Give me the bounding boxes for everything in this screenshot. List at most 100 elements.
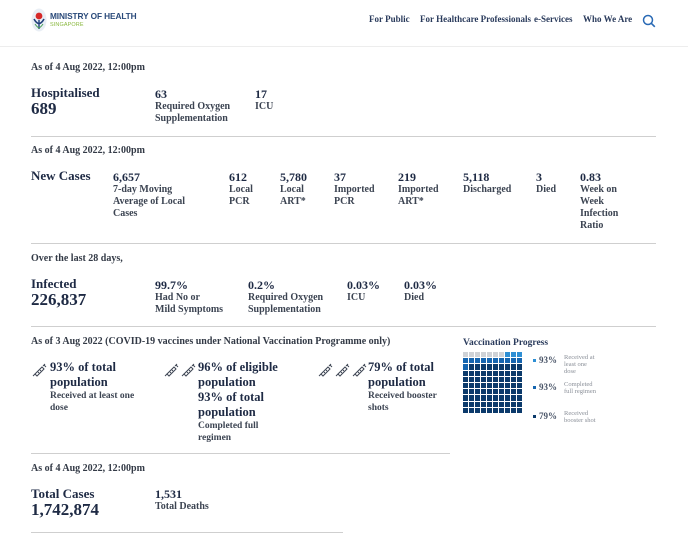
divider [31,243,656,244]
waffle-cell-dark [493,407,498,413]
syringe-icon [351,362,367,383]
stat-item: 219 Imported ART* [398,170,439,208]
stat-desc: 7-day Moving [113,184,173,195]
waffle-cell-dark [499,407,504,413]
waffle-cell-dark [481,395,486,401]
waffle-cell-dark [487,407,492,413]
vaccination-desc: shots [368,403,389,413]
stat-desc: Imported [398,184,439,195]
waffle-cell-dark [511,382,516,389]
stat-value: 0.03% [347,278,380,292]
waffle-cell-dark [505,407,510,413]
stat-desc: Local [229,184,253,195]
waffle-cell-dark [487,370,492,376]
vaccination-progress-title: Vaccination Progress [463,338,549,348]
stat-total-deaths: 1,531 Total Deaths [155,487,209,513]
logo-subtitle: SINGAPORE [50,22,84,28]
vaccination-desc: Received at least one [50,391,135,401]
infected-label: Infected [31,276,77,291]
waffle-cell-dark [469,376,474,382]
stat-value: 5,118 [463,170,490,184]
waffle-cell-mid [505,358,510,364]
waffle-cell-dark [469,364,474,370]
stat-item: 6,657 7-day Moving Average of Local Cases [113,170,185,220]
stat-desc: ART* [280,196,306,207]
vaccination-headline: population [198,375,256,389]
waffle-cell-light [517,352,522,358]
waffle-cell-dark [469,389,474,395]
stat-value: 0.83 [580,170,601,184]
stat-value: 99.7% [155,278,188,292]
divider [31,532,343,533]
waffle-cell-dark [469,407,474,413]
nav-e-services[interactable]: e-Services [534,14,573,24]
stat-value: 0.2% [248,278,275,292]
waffle-cell-dark [481,376,486,382]
waffle-cell-dark [511,389,516,395]
vaccination-headline: population [198,405,256,419]
waffle-cell-dark [493,395,498,401]
syringe-icon [163,362,179,383]
waffle-cell-grey [481,352,486,358]
infected-value: 226,837 [31,290,87,309]
stat-desc: ART* [398,196,424,207]
search-icon[interactable] [642,14,656,28]
waffle-cell-dark [499,364,504,370]
waffle-cell-dark [505,389,510,395]
logo-title: MINISTRY OF HEALTH [50,11,137,21]
waffle-cell-dark [463,376,468,382]
waffle-cell-dark [517,376,522,382]
waffle-cell-dark [481,364,486,370]
waffle-cell-dark [469,395,474,401]
waffle-cell-grey [493,352,498,358]
waffle-cell-mid [475,358,480,364]
waffle-cell-mid [517,358,522,364]
waffle-cell-dark [505,382,510,389]
nav-for-public[interactable]: For Public [369,14,410,24]
nav-for-healthcare-professionals[interactable]: For Healthcare Professionals [420,14,531,24]
legend-pct: 79% [539,411,557,421]
waffle-cell-dark [463,389,468,395]
waffle-cell-light [505,352,510,358]
stat-item: 0.03% ICU [347,278,380,304]
syringe-icons [31,362,47,383]
stat-desc: Required Oxygen [155,101,231,112]
waffle-cell-dark [499,389,504,395]
waffle-cell-mid [499,358,504,364]
waffle-cell-dark [493,389,498,395]
waffle-cell-dark [475,376,480,382]
waffle-cell-mid [481,358,486,364]
moh-logo-icon[interactable] [31,8,47,32]
stat-value: 17 [255,87,267,101]
waffle-cell-dark [469,382,474,389]
waffle-cell-dark [511,364,516,370]
logo-text[interactable]: MINISTRY OF HEALTH SINGAPORE [50,12,137,29]
waffle-cell-dark [493,401,498,407]
waffle-cell-dark [481,407,486,413]
stat-item: 5,118 Discharged [463,170,511,196]
syringe-icon [180,362,196,383]
waffle-cell-grey [475,352,480,358]
waffle-cell-mid [487,358,492,364]
waffle-cell-dark [493,364,498,370]
syringe-icon [334,362,350,383]
syringe-icon [31,362,47,383]
new-cases-label: New Cases [31,168,91,183]
nav-who-we-are[interactable]: Who We Are [583,14,633,24]
waffle-cell-dark [493,370,498,376]
vaccination-desc: dose [50,403,68,413]
waffle-cell-dark [499,401,504,407]
waffle-cell-mid [463,358,468,364]
waffle-cell-grey [463,352,468,358]
waffle-cell-light [511,352,516,358]
stat-item: 99.7% Had No or Mild Symptoms [155,278,223,316]
stat-desc: PCR [229,196,250,207]
divider [31,326,656,327]
divider [31,453,450,454]
waffle-cell-dark [469,401,474,407]
vaccination-headline: 93% of total [198,390,264,404]
stat-value: 37 [334,170,346,184]
stat-desc: Discharged [463,184,512,195]
waffle-cell-dark [517,401,522,407]
stat-desc: Total Deaths [155,501,209,512]
